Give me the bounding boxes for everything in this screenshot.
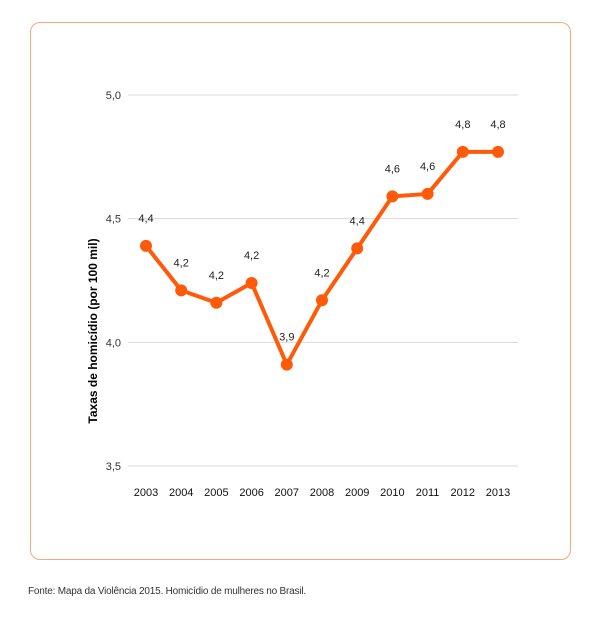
x-tick-label: 2010: [380, 487, 404, 499]
data-label: 3,9: [279, 332, 294, 344]
data-points: [140, 145, 504, 371]
data-label: 4,4: [350, 215, 365, 227]
x-tick-label: 2004: [169, 487, 193, 499]
data-label: 4,2: [174, 257, 189, 269]
x-tick-label: 2008: [310, 487, 334, 499]
data-label: 4,6: [385, 163, 400, 175]
data-point: [421, 187, 434, 200]
y-tick-label: 5,0: [106, 90, 121, 102]
x-tick-label: 2011: [416, 487, 440, 499]
x-tick-label: 2007: [275, 487, 299, 499]
series-line: [144, 149, 500, 367]
y-axis-label: Taxas de homicídio (por 100 mil): [86, 238, 100, 423]
y-tick-label: 4,0: [106, 337, 121, 349]
y-tick-label: 4,5: [106, 214, 121, 226]
data-point: [245, 276, 258, 289]
data-point: [386, 190, 399, 203]
data-label: 4,4: [138, 213, 153, 225]
data-label: 4,2: [314, 267, 329, 279]
data-label: 4,8: [455, 119, 470, 131]
source-note: Fonte: Mapa da Violência 2015. Homicídio…: [28, 586, 306, 597]
gridlines: [128, 94, 518, 467]
x-tick-label: 2005: [204, 487, 228, 499]
x-tick-label: 2013: [486, 487, 510, 499]
x-tick-label: 2006: [239, 487, 263, 499]
x-tick-label: 2012: [451, 487, 475, 499]
data-point: [351, 242, 364, 255]
chart-frame: [30, 22, 571, 560]
data-point: [210, 296, 223, 309]
y-tick-label: 3,5: [106, 461, 121, 473]
data-label: 4,6: [420, 161, 435, 173]
data-point: [280, 358, 293, 371]
data-point: [175, 284, 188, 297]
data-point: [140, 239, 152, 252]
data-label: 4,2: [244, 250, 259, 262]
y-tick-labels: 3,5 4,0 4,5 5,0: [106, 90, 121, 473]
data-label: 4,2: [209, 270, 224, 282]
x-tick-label: 2009: [345, 487, 369, 499]
x-tick-label: 2003: [134, 487, 158, 499]
data-labels: 4,4 4,2 4,2 4,2 3,9 4,2 4,4 4,6 4,6 4,8 4,8: [138, 119, 505, 344]
x-tick-labels: 2003 2004 2005 2006 2007 2008 2009 2010 2011 2012…: [134, 487, 510, 499]
data-point: [492, 145, 504, 158]
data-point: [316, 294, 328, 307]
data-label: 4,8: [490, 119, 505, 131]
data-point: [456, 145, 469, 158]
